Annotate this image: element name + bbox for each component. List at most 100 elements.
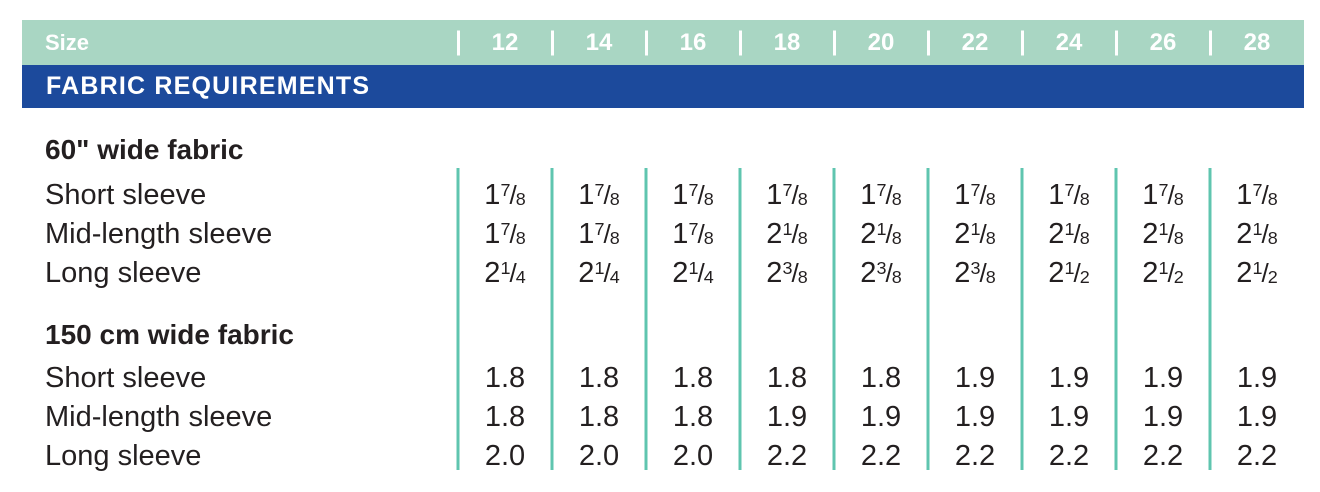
value-cell: 2.2 [766, 440, 808, 472]
header-divider-line [832, 30, 836, 55]
column-separator-line [832, 168, 836, 470]
value-cell: 1.9 [1048, 401, 1090, 433]
value-cell: 21/8 [1236, 218, 1278, 250]
value-cell: 1.8 [672, 401, 714, 433]
section-heading: 150 cm wide fabric [45, 319, 295, 350]
value-cell: 1.8 [484, 401, 526, 433]
value-cell: 1.9 [1048, 362, 1090, 394]
header-divider-line [644, 30, 648, 55]
value-cell: 21/8 [766, 218, 808, 250]
value-cell: 17/8 [1236, 179, 1278, 211]
value-cell: 1.8 [578, 401, 620, 433]
value-cell: 17/8 [672, 179, 714, 211]
value-cell: 21/4 [578, 257, 620, 289]
value-cell: 21/2 [1048, 257, 1090, 289]
value-cell: 17/8 [484, 179, 526, 211]
size-column-header: 16 [644, 20, 740, 65]
value-cell: 1.9 [1142, 401, 1184, 433]
table-row: Short sleeve 1.8 1.8 1.8 1.8 1.8 1.9 1.9 1.9 1.9 [22, 359, 1304, 398]
column-separator-line [926, 168, 930, 470]
value-cell: 1.8 [766, 362, 808, 394]
row-label: Short sleeve [45, 362, 207, 394]
column-separator-line [644, 168, 648, 470]
value-cell: 17/8 [578, 179, 620, 211]
header-divider-line [926, 30, 930, 55]
value-cell: 23/8 [860, 257, 902, 289]
fabric-requirements-table: Size 12 14 16 18 20 22 24 26 28 FABRIC REQUIREME… [22, 20, 1304, 476]
size-header-label: Size [45, 29, 90, 55]
size-header-row: Size 12 14 16 18 20 22 24 26 28 [22, 20, 1304, 65]
value-cell: 23/8 [954, 257, 996, 289]
value-cell: 1.9 [1236, 401, 1278, 433]
value-cell: 2.0 [578, 440, 620, 472]
column-separator-line [1208, 168, 1212, 470]
column-separator-line [738, 168, 742, 470]
fabric-requirements-bar: FABRIC REQUIREMENTS [22, 65, 1304, 108]
header-divider-line [1114, 30, 1118, 55]
value-cell: 17/8 [766, 179, 808, 211]
value-cell: 2.0 [484, 440, 526, 472]
value-cell: 17/8 [1048, 179, 1090, 211]
value-cell: 1.9 [1236, 362, 1278, 394]
row-label: Long sleeve [45, 440, 202, 472]
section-heading: 60" wide fabric [45, 134, 244, 165]
size-column-header: 12 [456, 20, 552, 65]
header-divider-line [1208, 30, 1212, 55]
table-row: Long sleeve 21/4 21/4 21/4 23/8 23/8 23/8 21/2 2… [22, 254, 1304, 293]
value-cell: 2.2 [860, 440, 902, 472]
header-divider-line [1020, 30, 1024, 55]
size-column-header: 18 [738, 20, 834, 65]
fabric-requirements-title: FABRIC REQUIREMENTS [46, 72, 371, 100]
value-cell: 1.9 [954, 401, 996, 433]
value-cell: 1.9 [766, 401, 808, 433]
value-cell: 17/8 [1142, 179, 1184, 211]
value-cell: 21/8 [1048, 218, 1090, 250]
value-cell: 21/8 [1142, 218, 1184, 250]
value-cell: 1.8 [578, 362, 620, 394]
value-cell: 1.8 [484, 362, 526, 394]
size-column-header: 22 [926, 20, 1022, 65]
value-cell: 17/8 [578, 218, 620, 250]
value-cell: 21/2 [1142, 257, 1184, 289]
value-cell: 2.0 [672, 440, 714, 472]
value-cell: 21/2 [1236, 257, 1278, 289]
value-cell: 2.2 [1236, 440, 1278, 472]
value-cell: 21/8 [860, 218, 902, 250]
size-column-header: 28 [1208, 20, 1304, 65]
table-row: Mid-length sleeve 1.8 1.8 1.8 1.9 1.9 1.9 1.9 1.… [22, 398, 1304, 437]
size-column-header: 26 [1114, 20, 1210, 65]
value-cell: 1.9 [860, 401, 902, 433]
size-column-header: 20 [832, 20, 928, 65]
value-cell: 17/8 [954, 179, 996, 211]
header-divider-line [550, 30, 554, 55]
value-cell: 1.8 [860, 362, 902, 394]
value-cell: 1.9 [1142, 362, 1184, 394]
value-cell: 23/8 [766, 257, 808, 289]
header-divider-line [456, 30, 460, 55]
value-cell: 2.2 [954, 440, 996, 472]
column-separator-line [456, 168, 460, 470]
column-separator-line [550, 168, 554, 470]
row-label: Long sleeve [45, 257, 202, 289]
size-column-header: 24 [1020, 20, 1116, 65]
table-body: 60" wide fabric Short sleeve 17/8 17/8 17/8 1… [22, 108, 1304, 476]
header-divider-line [738, 30, 742, 55]
value-cell: 17/8 [672, 218, 714, 250]
value-cell: 21/4 [484, 257, 526, 289]
row-label: Mid-length sleeve [45, 218, 273, 250]
value-cell: 2.2 [1048, 440, 1090, 472]
value-cell: 17/8 [860, 179, 902, 211]
column-separator-line [1114, 168, 1118, 470]
value-cell: 17/8 [484, 218, 526, 250]
size-column-header: 14 [550, 20, 646, 65]
value-cell: 1.8 [672, 362, 714, 394]
value-cell: 2.2 [1142, 440, 1184, 472]
value-cell: 21/4 [672, 257, 714, 289]
row-label: Short sleeve [45, 179, 207, 211]
row-label: Mid-length sleeve [45, 401, 273, 433]
table-row: Mid-length sleeve 17/8 17/8 17/8 21/8 21/8 21/… [22, 215, 1304, 254]
table-row: Short sleeve 17/8 17/8 17/8 17/8 17/8 17/8 17/8… [22, 176, 1304, 215]
column-separator-line [1020, 168, 1024, 470]
table-row: Long sleeve 2.0 2.0 2.0 2.2 2.2 2.2 2.2 2.2 2.2 [22, 437, 1304, 476]
